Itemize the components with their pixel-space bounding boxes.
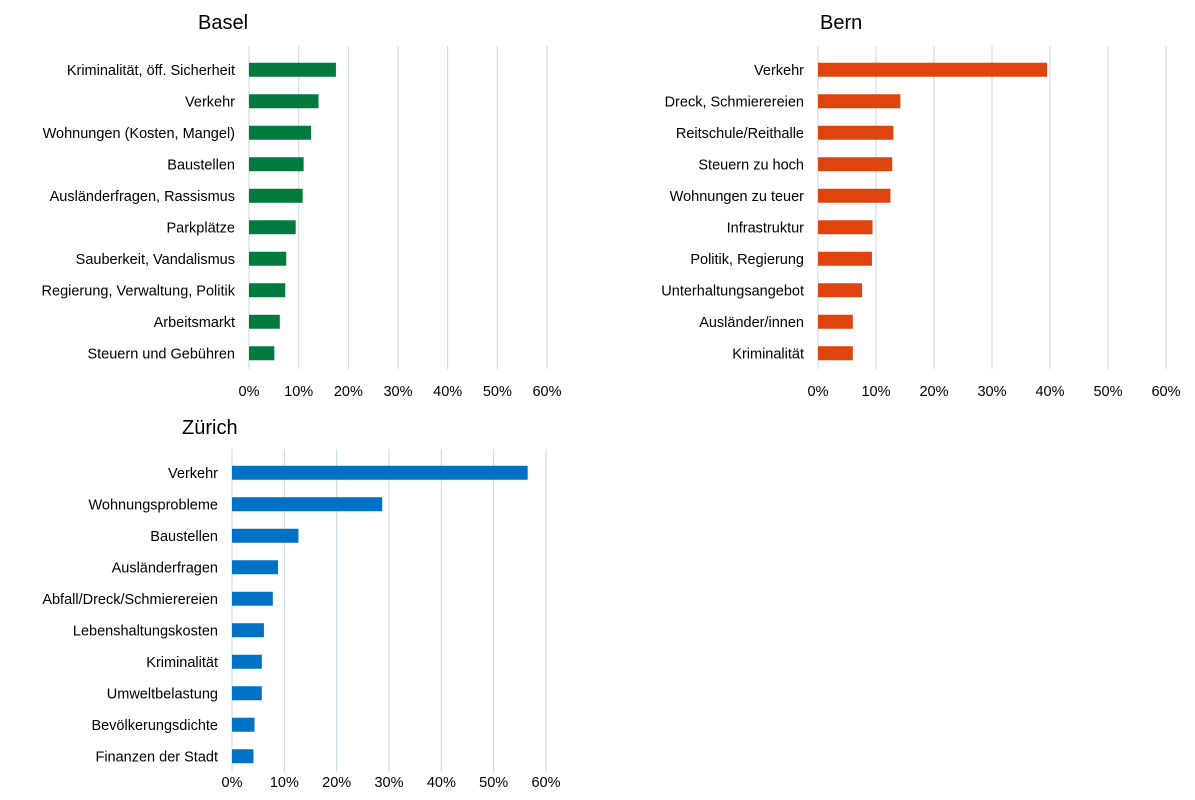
chart-title: Bern (820, 12, 863, 34)
bar (249, 125, 312, 140)
x-tick-label: 10% (270, 775, 299, 791)
bar (249, 251, 287, 266)
bar (232, 623, 264, 638)
bar (232, 749, 254, 764)
category-label: Ausländer/innen (699, 315, 804, 331)
x-tick-label: 0% (808, 384, 829, 400)
x-tick-label: 40% (427, 775, 456, 791)
category-label: Ausländerfragen, Rassismus (50, 189, 235, 205)
category-label: Baustellen (167, 157, 235, 173)
category-label: Umweltbelastung (107, 686, 218, 702)
category-label: Unterhaltungsangebot (661, 283, 804, 299)
category-label: Wohnungen zu teuer (670, 189, 805, 205)
bar (818, 251, 872, 266)
bar (818, 188, 891, 203)
category-label: Reitschule/Reithalle (676, 126, 804, 142)
x-tick-label: 50% (1093, 384, 1122, 400)
category-label: Finanzen der Stadt (95, 749, 218, 765)
category-label: Kriminalität, öff. Sicherheit (67, 63, 235, 79)
x-tick-label: 20% (919, 384, 948, 400)
category-label: Politik, Regierung (690, 252, 804, 268)
bar (818, 314, 853, 329)
category-label: Kriminalität (146, 655, 218, 671)
category-label: Infrastruktur (727, 220, 805, 236)
bar (232, 560, 279, 575)
category-label: Baustellen (150, 529, 218, 545)
category-label: Lebenshaltungskosten (73, 623, 218, 639)
category-label: Ausländerfragen (112, 560, 218, 576)
x-tick-label: 40% (433, 384, 462, 400)
bar (818, 62, 1048, 77)
bar (818, 346, 853, 361)
bar (232, 654, 262, 669)
x-tick-label: 50% (479, 775, 508, 791)
bar (818, 94, 901, 109)
category-label: Wohnungen (Kosten, Mangel) (43, 126, 235, 142)
x-tick-label: 60% (531, 775, 560, 791)
x-tick-label: 20% (322, 775, 351, 791)
bar (249, 94, 319, 109)
bar (818, 157, 893, 172)
x-tick-label: 60% (1151, 384, 1180, 400)
bar (232, 465, 528, 480)
bar (232, 497, 383, 512)
category-label: Parkplätze (166, 220, 235, 236)
category-label: Steuern zu hoch (698, 157, 804, 173)
bar (249, 314, 280, 329)
bar-chart-basel: 0% 10% 20% 30% 40% 50% 60% Kriminalität, öff. S… (42, 46, 562, 400)
bar (232, 528, 299, 543)
bar-chart-zurich: 0% 10% 20% 30% 40% 50% 60% Verkehr Wohnungsprobl… (42, 449, 561, 791)
category-label: Sauberkeit, Vandalismus (76, 252, 235, 268)
x-tick-label: 60% (532, 384, 561, 400)
bar (249, 157, 304, 172)
x-tick-label: 0% (239, 384, 260, 400)
bar (232, 686, 262, 701)
bar (249, 220, 296, 235)
category-label: Regierung, Verwaltung, Politik (42, 283, 236, 299)
bar (232, 717, 255, 732)
category-label: Arbeitsmarkt (154, 315, 235, 331)
category-label: Steuern und Gebühren (87, 346, 235, 362)
x-tick-label: 10% (861, 384, 890, 400)
chart-panel-zurich: Zürich 0% 10% 20% 30% 40% 50% 60% Verkehr Wohnun… (0, 405, 600, 800)
chart-title: Zürich (182, 417, 238, 439)
x-tick-label: 40% (1035, 384, 1064, 400)
x-tick-label: 30% (374, 775, 403, 791)
x-tick-label: 50% (483, 384, 512, 400)
chart-panel-basel: Basel 0% 10% 20% 30% 40% 50% 60% Kriminalität, … (0, 0, 600, 410)
category-label: Verkehr (168, 466, 218, 482)
x-tick-label: 30% (977, 384, 1006, 400)
category-label: Abfall/Dreck/Schmierereien (42, 592, 218, 608)
x-tick-label: 30% (383, 384, 412, 400)
chart-title: Basel (198, 12, 249, 34)
bar (818, 125, 894, 140)
category-label: Kriminalität (732, 346, 804, 362)
category-label: Verkehr (185, 94, 235, 110)
bar (249, 283, 286, 298)
category-label: Dreck, Schmierereien (665, 94, 804, 110)
bar (249, 62, 336, 77)
category-label: Verkehr (754, 63, 804, 79)
x-tick-label: 20% (334, 384, 363, 400)
x-tick-label: 10% (284, 384, 313, 400)
category-label: Bevölkerungsdichte (91, 718, 218, 734)
bar (249, 188, 303, 203)
bar (232, 591, 273, 606)
chart-panel-bern: Bern 0% 10% 20% 30% 40% 50% 60% Verkehr Dreck, S… (600, 0, 1195, 410)
bar (818, 220, 873, 235)
category-label: Wohnungsprobleme (88, 497, 218, 513)
bar (818, 283, 863, 298)
bar-chart-bern: 0% 10% 20% 30% 40% 50% 60% Verkehr Dreck, Schmie… (661, 46, 1181, 400)
x-tick-label: 0% (222, 775, 243, 791)
bar (249, 346, 275, 361)
